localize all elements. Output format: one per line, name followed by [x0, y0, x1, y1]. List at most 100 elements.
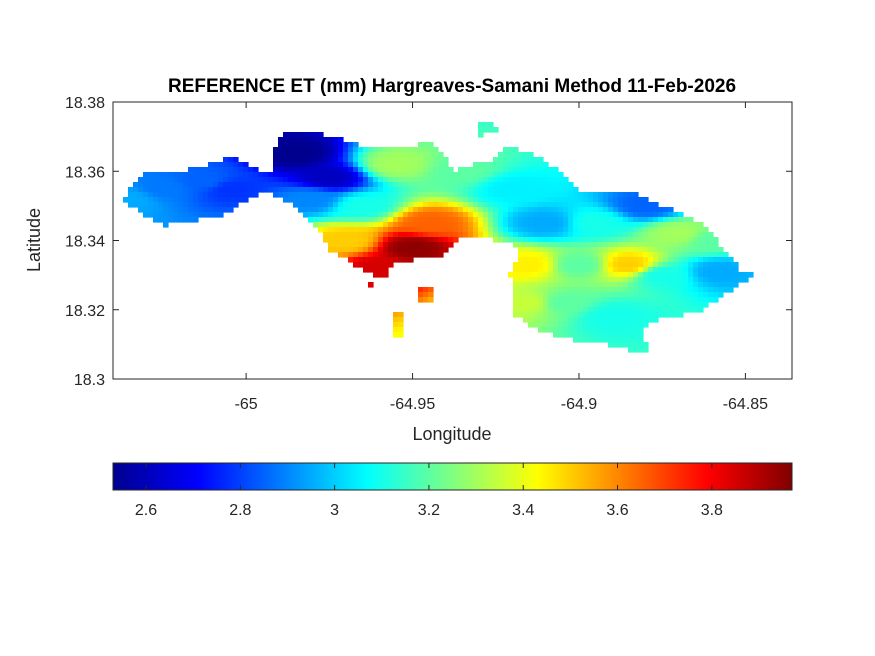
- map-cell: [453, 217, 459, 223]
- map-cell: [703, 302, 709, 308]
- map-cell: [418, 242, 424, 248]
- map-cell: [328, 247, 334, 253]
- map-cell: [438, 252, 444, 258]
- map-cell: [718, 262, 724, 268]
- map-cell: [323, 177, 329, 183]
- map-cell: [688, 267, 694, 273]
- map-cell: [413, 202, 419, 208]
- map-cell: [533, 212, 539, 218]
- map-cell: [668, 207, 674, 213]
- map-cell: [728, 267, 734, 273]
- map-cell: [423, 292, 429, 298]
- map-cell: [568, 292, 574, 298]
- map-cell: [593, 312, 599, 318]
- map-cell: [518, 287, 524, 293]
- map-cell: [198, 202, 204, 208]
- map-cell: [478, 192, 484, 198]
- map-cell: [643, 322, 649, 328]
- map-cell: [233, 177, 239, 183]
- map-cell: [223, 202, 229, 208]
- map-cell: [638, 312, 644, 318]
- map-cell: [678, 287, 684, 293]
- map-cell: [483, 172, 489, 178]
- map-cell: [353, 237, 359, 243]
- map-cell: [143, 202, 149, 208]
- map-cell: [603, 222, 609, 228]
- map-cell: [703, 287, 709, 293]
- map-cell: [598, 197, 604, 203]
- map-cell: [628, 237, 634, 243]
- map-cell: [603, 337, 609, 343]
- map-cell: [358, 157, 364, 163]
- map-cell: [478, 207, 484, 213]
- map-cell: [328, 212, 334, 218]
- map-cell: [538, 192, 544, 198]
- map-cell: [633, 217, 639, 223]
- map-cell: [568, 247, 574, 253]
- map-cell: [663, 257, 669, 263]
- map-cell: [598, 212, 604, 218]
- map-cell: [458, 187, 464, 193]
- map-cell: [218, 172, 224, 178]
- map-cell: [493, 172, 499, 178]
- map-cell: [538, 212, 544, 218]
- map-cell: [693, 282, 699, 288]
- map-cell: [733, 267, 739, 273]
- map-cell: [568, 322, 574, 328]
- map-cell: [723, 282, 729, 288]
- map-cell: [473, 177, 479, 183]
- map-cell: [358, 212, 364, 218]
- map-cell: [628, 332, 634, 338]
- map-cell: [568, 272, 574, 278]
- map-cell: [183, 202, 189, 208]
- map-cell: [653, 237, 659, 243]
- map-cell: [503, 192, 509, 198]
- map-cell: [523, 152, 529, 158]
- map-cell: [598, 192, 604, 198]
- map-cell: [643, 252, 649, 258]
- map-cell: [383, 202, 389, 208]
- map-cell: [633, 337, 639, 343]
- map-cell: [508, 167, 514, 173]
- map-cell: [573, 337, 579, 343]
- map-cell: [563, 212, 569, 218]
- map-cell: [353, 217, 359, 223]
- map-cell: [638, 342, 644, 348]
- map-cell: [253, 167, 259, 173]
- map-cell: [658, 227, 664, 233]
- map-cell: [543, 272, 549, 278]
- map-cell: [393, 207, 399, 213]
- map-cell: [573, 192, 579, 198]
- map-cell: [493, 182, 499, 188]
- map-cell: [183, 207, 189, 213]
- map-cell: [438, 227, 444, 233]
- map-cell: [668, 217, 674, 223]
- map-cell: [593, 322, 599, 328]
- map-cell: [498, 152, 504, 158]
- map-cell: [413, 207, 419, 213]
- map-cell: [728, 287, 734, 293]
- map-cell: [368, 282, 374, 288]
- map-cell: [358, 177, 364, 183]
- map-cell: [458, 227, 464, 233]
- map-cell: [578, 287, 584, 293]
- map-cell: [633, 192, 639, 198]
- map-cell: [663, 252, 669, 258]
- map-cell: [488, 217, 494, 223]
- map-cell: [178, 207, 184, 213]
- map-cell: [428, 237, 434, 243]
- map-cell: [553, 212, 559, 218]
- map-cell: [538, 222, 544, 228]
- map-cell: [618, 202, 624, 208]
- map-cell: [338, 137, 344, 143]
- map-cell: [288, 182, 294, 188]
- map-cell: [553, 177, 559, 183]
- map-cell: [223, 192, 229, 198]
- map-cell: [608, 307, 614, 313]
- map-cell: [658, 237, 664, 243]
- map-cell: [153, 212, 159, 218]
- map-cell: [533, 242, 539, 248]
- x-tick-label: -64.95: [390, 396, 435, 413]
- map-cell: [223, 182, 229, 188]
